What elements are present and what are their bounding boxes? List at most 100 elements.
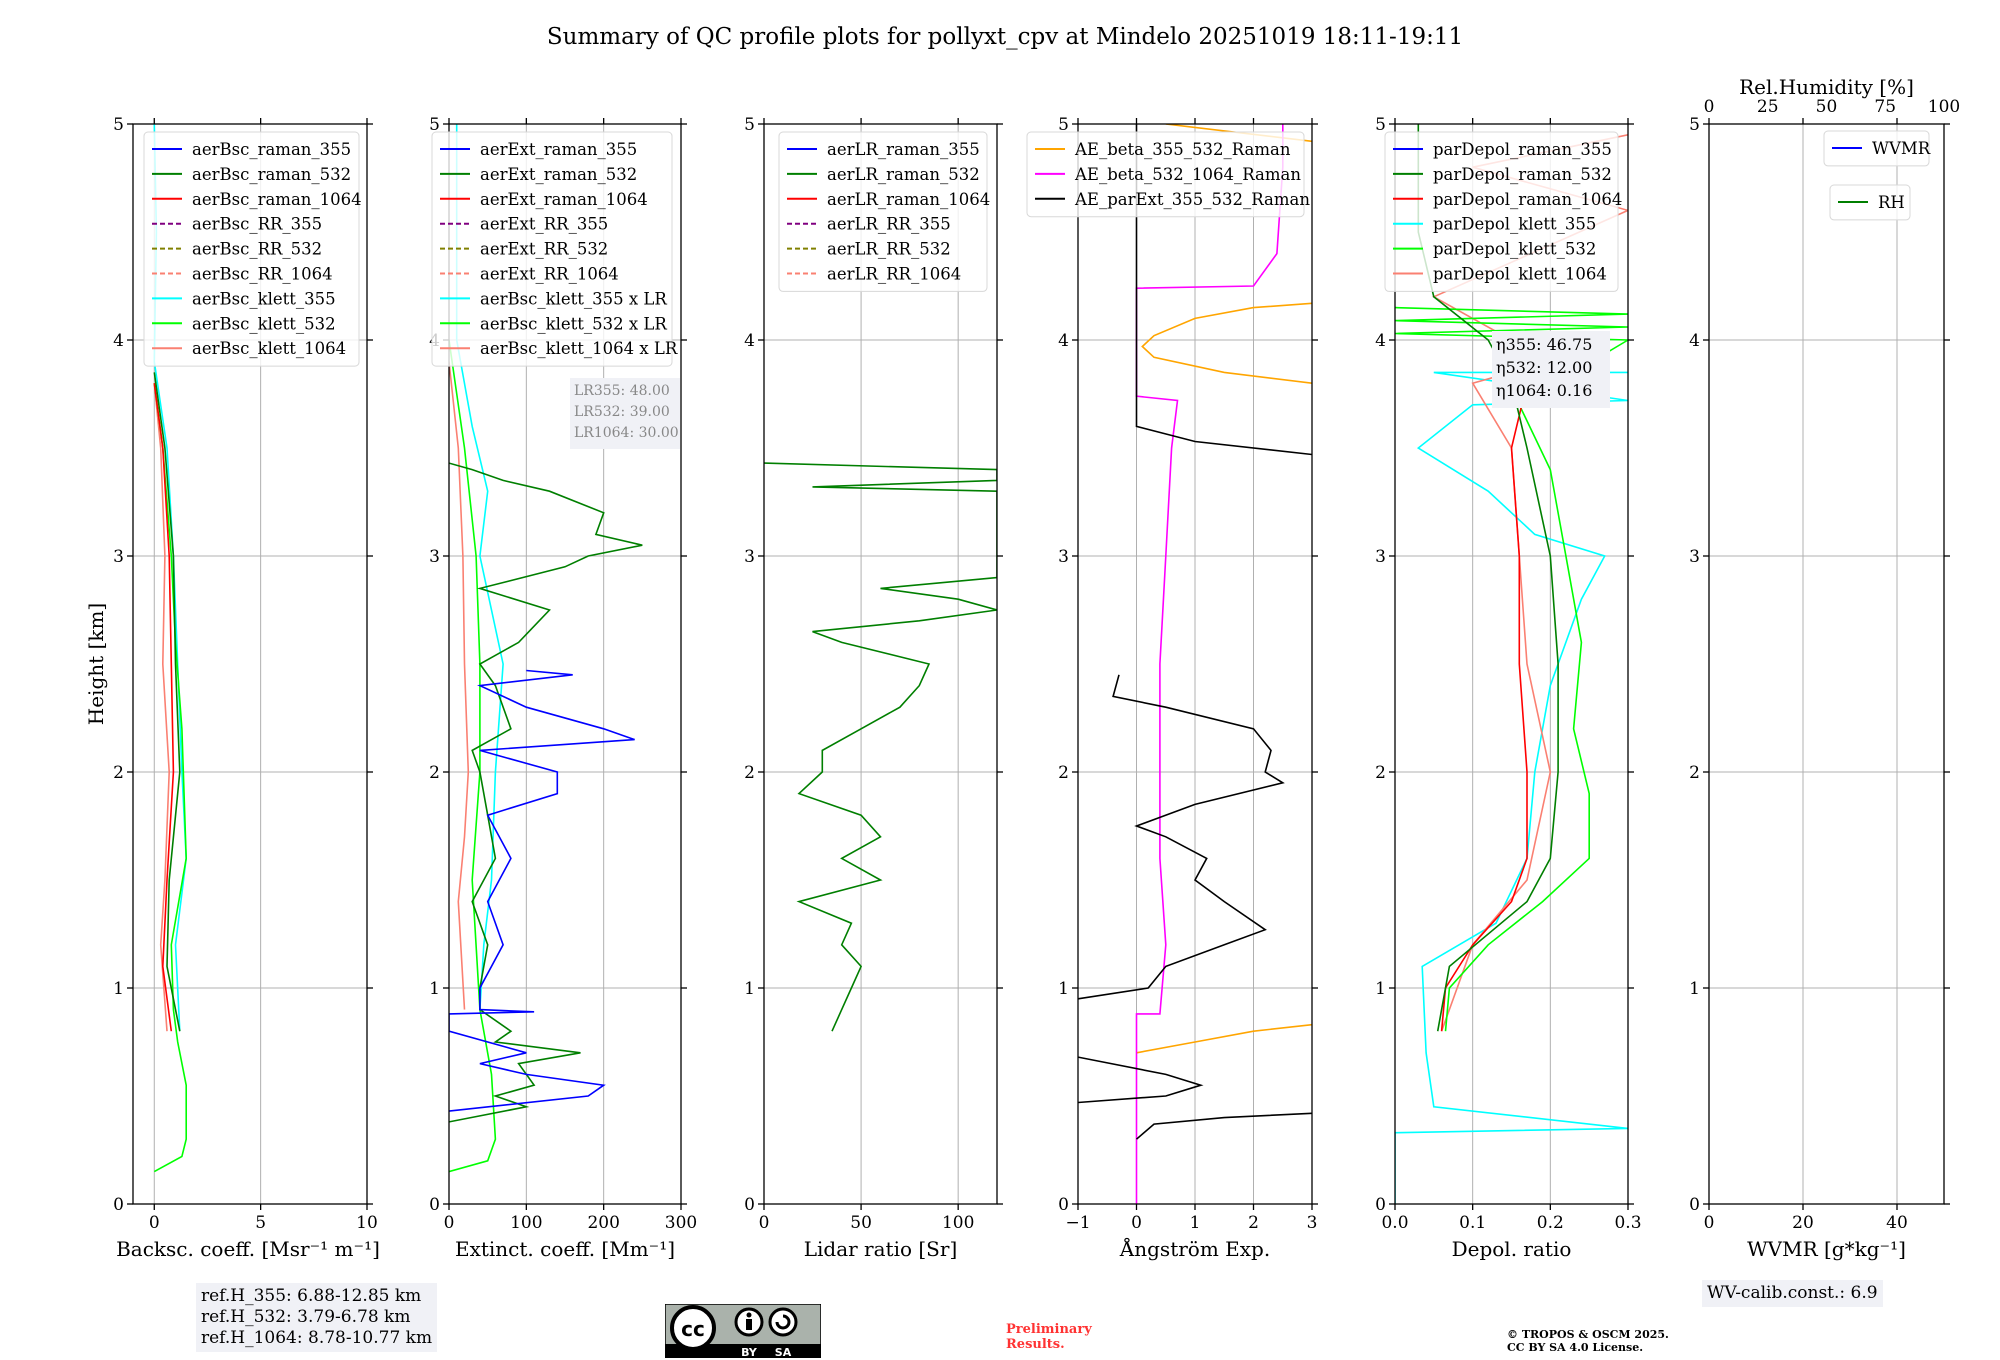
series-line-aerExt_raman_355 bbox=[449, 669, 635, 1112]
series-line-aerBsc_klett_1064 bbox=[153, 383, 171, 1032]
legend-label: parDepol_raman_1064 bbox=[1433, 190, 1622, 209]
legend-label: AE_parExt_355_532_Raman bbox=[1074, 190, 1310, 209]
legend-frame bbox=[1384, 131, 1619, 292]
wv-calibration-box: WV-calib.const.: 6.9 bbox=[1702, 1280, 1883, 1307]
legend-label: aerLR_raman_355 bbox=[827, 140, 980, 159]
legend-frame bbox=[1026, 131, 1305, 218]
y-tick-label: 2 bbox=[744, 763, 755, 783]
legend-label: parDepol_raman_355 bbox=[1433, 140, 1612, 159]
legend-label: aerBsc_klett_355 x LR bbox=[480, 289, 667, 308]
preliminary-note: Preliminary Results. bbox=[1006, 1322, 1092, 1352]
legend-label: aerBsc_klett_532 x LR bbox=[480, 314, 667, 333]
legend: AE_beta_355_532_Raman AE_beta_532_1064_Ra… bbox=[1026, 131, 1310, 218]
series-line-aerBsc_raman_532 bbox=[153, 372, 181, 1032]
legend: aerExt_raman_355 aerExt_raman_532 aerExt_r… bbox=[431, 131, 678, 367]
series-group bbox=[449, 124, 643, 1173]
legend: RH bbox=[1829, 184, 1911, 221]
copyright-note: © TROPOS & OSCM 2025. CC BY SA 4.0 Licen… bbox=[1507, 1328, 1669, 1354]
legend-label: WVMR bbox=[1872, 139, 1931, 158]
legend-label: aerBsc_klett_355 bbox=[192, 289, 336, 308]
legend-label: aerExt_RR_355 bbox=[480, 215, 608, 234]
y-axis-label: Height [km] bbox=[84, 603, 108, 725]
series-group bbox=[764, 462, 997, 1032]
axes-frame bbox=[1394, 123, 1629, 1205]
ref-height-355: ref.H_355: 6.88-12.85 km bbox=[201, 1286, 422, 1306]
series-line-AE_beta_355_532_Raman bbox=[1136, 1023, 1312, 1054]
series-group bbox=[1078, 124, 1312, 1204]
x-tick-label: 100 bbox=[510, 1213, 542, 1233]
top-axis-label: Rel.Humidity [%] bbox=[1739, 75, 1914, 99]
legend-label: aerLR_RR_1064 bbox=[827, 265, 961, 284]
series-line-AE_beta_532_1064_Raman bbox=[1135, 124, 1284, 1204]
legend-frame bbox=[431, 131, 673, 367]
y-tick-label: 5 bbox=[1375, 115, 1386, 135]
legend-label: aerExt_RR_1064 bbox=[480, 265, 619, 284]
y-tick-label: 2 bbox=[1375, 763, 1386, 783]
legend-label: aerBsc_raman_532 bbox=[192, 165, 351, 184]
legend: aerLR_raman_355 aerLR_raman_532 aerLR_rama… bbox=[778, 131, 990, 292]
y-tick-label: 2 bbox=[429, 763, 440, 783]
top-x-tick-label: 0 bbox=[1704, 97, 1715, 117]
y-tick-label: 1 bbox=[113, 979, 124, 999]
y-tick-label: 0 bbox=[429, 1195, 440, 1215]
series-line-parDepol_klett_532 bbox=[1395, 306, 1628, 1032]
series-line-AE_beta_355_532_Raman bbox=[1141, 302, 1312, 384]
legend-label: aerLR_RR_532 bbox=[827, 240, 951, 259]
y-tick-label: 3 bbox=[1058, 547, 1069, 567]
legend-label: aerBsc_klett_1064 bbox=[192, 339, 346, 358]
x-axis-label: Depol. ratio bbox=[1452, 1237, 1572, 1261]
x-tick-label: 0.0 bbox=[1381, 1213, 1408, 1233]
x-tick-label: 20 bbox=[1792, 1213, 1814, 1233]
y-tick-label: 5 bbox=[1689, 115, 1700, 135]
legend-label: aerExt_RR_532 bbox=[480, 240, 608, 259]
copyright-line-1: © TROPOS & OSCM 2025. bbox=[1507, 1328, 1669, 1341]
cc-icon: cc bbox=[681, 1317, 705, 1341]
series-line-parDepol_klett_355 bbox=[1395, 371, 1628, 1204]
top-x-tick-label: 100 bbox=[1928, 97, 1960, 117]
sa-label: SA bbox=[775, 1346, 792, 1358]
x-tick-label: 5 bbox=[255, 1213, 266, 1233]
y-tick-label: 2 bbox=[1689, 763, 1700, 783]
top-x-tick-label: 25 bbox=[1757, 97, 1779, 117]
x-tick-label: 50 bbox=[850, 1213, 872, 1233]
y-tick-label: 0 bbox=[1058, 1195, 1069, 1215]
y-tick-label: 3 bbox=[744, 547, 755, 567]
panel-6: 0 20 40 0 1 2 3 4 5 WVMR [g*kg⁻¹] 0 25 50 75 100 Rel.Hu… bbox=[1689, 75, 1960, 1261]
legend-label: parDepol_raman_532 bbox=[1433, 165, 1612, 184]
annotation-box: LR355: 48.00 LR532: 39.00 LR1064: 30.00 bbox=[570, 378, 680, 449]
series-line-AE_parExt_355_532_Raman bbox=[1135, 124, 1312, 456]
x-tick-label: 0 bbox=[444, 1213, 455, 1233]
lidar-ratio-annotation: LR355: 48.00 bbox=[574, 383, 670, 399]
legend-label: parDepol_klett_1064 bbox=[1433, 265, 1607, 284]
legend: aerBsc_raman_355 aerBsc_raman_532 aerBsc_r… bbox=[143, 131, 362, 367]
cc-by-sa-license-logo: cc BY SA bbox=[665, 1304, 821, 1358]
series-line-parDepol_raman_1064 bbox=[1440, 383, 1528, 1032]
axes-frame bbox=[763, 123, 998, 1205]
x-axis-label: WVMR [g*kg⁻¹] bbox=[1747, 1237, 1906, 1261]
series-group bbox=[1395, 124, 1628, 1204]
x-tick-label: 0 bbox=[759, 1213, 770, 1233]
series-line-aerBsc_raman_1064 bbox=[153, 383, 175, 1032]
eta-annotation: η1064: 0.16 bbox=[1496, 381, 1592, 400]
top-x-tick-label: 50 bbox=[1816, 97, 1838, 117]
legend-frame bbox=[1829, 184, 1911, 221]
legend-frame bbox=[1823, 130, 1930, 167]
y-tick-label: 5 bbox=[429, 115, 440, 135]
annotation-bg bbox=[1492, 331, 1610, 408]
ref-height-1064: ref.H_1064: 8.78-10.77 km bbox=[201, 1328, 433, 1348]
x-axis-label: Ångström Exp. bbox=[1119, 1236, 1270, 1261]
x-axis-label: Extinct. coeff. [Mm⁻¹] bbox=[455, 1237, 675, 1261]
annotation-bg bbox=[570, 378, 680, 449]
legend-label: aerBsc_RR_1064 bbox=[192, 265, 333, 284]
series-line-AE_parExt_355_532_Raman bbox=[1078, 674, 1285, 1000]
series-line-aerLR_raman_532 bbox=[764, 462, 997, 1032]
y-tick-label: 4 bbox=[1689, 331, 1700, 351]
y-tick-label: 1 bbox=[744, 979, 755, 999]
legend-frame bbox=[143, 131, 360, 367]
lidar-ratio-annotation: LR1064: 30.00 bbox=[574, 425, 679, 441]
y-tick-label: 1 bbox=[1689, 979, 1700, 999]
x-tick-label: 40 bbox=[1886, 1213, 1908, 1233]
x-tick-label: 0 bbox=[1704, 1213, 1715, 1233]
axes-frame bbox=[1708, 123, 1945, 1205]
